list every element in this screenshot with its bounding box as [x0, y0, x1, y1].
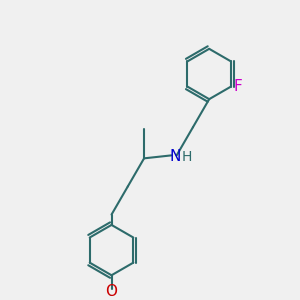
Text: N: N [169, 149, 181, 164]
Text: F: F [234, 79, 243, 94]
Text: H: H [182, 150, 192, 164]
Text: O: O [106, 284, 118, 299]
